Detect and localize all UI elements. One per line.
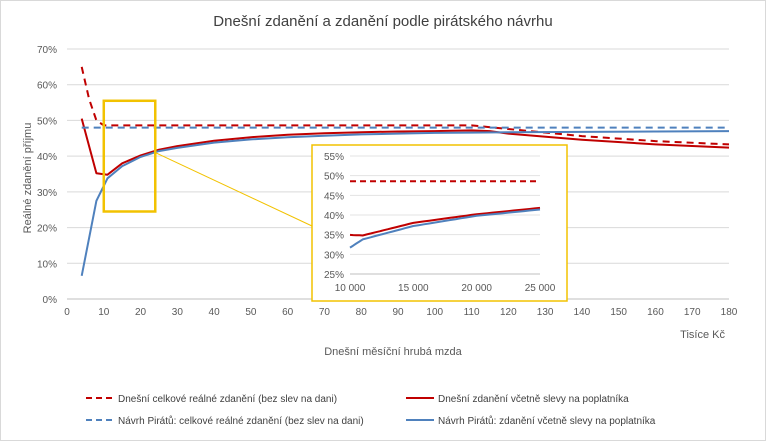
inset-x-tick-label: 25 000 [525, 283, 556, 294]
x-tick-label: 110 [464, 307, 480, 318]
y-tick-label: 60% [37, 81, 57, 92]
x-tick-label: 10 [98, 307, 110, 318]
inset-y-tick-label: 50% [324, 172, 344, 183]
inset-x-tick-label: 10 000 [335, 283, 366, 294]
x-tick-label: 80 [356, 307, 368, 318]
inset-y-tick-label: 30% [324, 250, 344, 261]
x-tick-label: 180 [721, 307, 738, 318]
inset-series-line-2 [349, 206, 541, 237]
grid [67, 48, 729, 264]
x-tick-label: 130 [537, 307, 554, 318]
inset-y-tick-label: 35% [324, 231, 344, 242]
x-tick-label: 30 [172, 307, 184, 318]
inset-y-tick-label: 55% [324, 152, 344, 163]
inset-x-tick-label: 15 000 [398, 283, 429, 294]
legend-label-2: Dnešní zdanění včetně slevy na poplatník… [438, 394, 629, 405]
inset-y-tick-label: 25% [324, 270, 344, 281]
x-tick-label: 40 [209, 307, 221, 318]
y-tick-label: 70% [37, 45, 57, 56]
x-axis-label: Dnešní měsíční hrubá mzda [324, 346, 462, 358]
x-unit-label: Tisíce Kč [680, 329, 725, 341]
x-tick-label: 50 [245, 307, 257, 318]
legend-label-1: Dnešní celkové reálné zdanění (bez slev … [118, 394, 337, 405]
inset-frame [311, 144, 568, 302]
inset-chart: 25% 30% 35% 40% 45% 50% 55% 10 000 15 000 20 000 2… [311, 144, 568, 302]
x-tick-label: 70 [319, 307, 331, 318]
x-tick-label: 90 [392, 307, 404, 318]
x-tick-label: 160 [647, 307, 664, 318]
chart-title: Dnešní zdanění a zdanění podle pirátskéh… [213, 13, 552, 30]
y-tick-label: 30% [37, 188, 57, 199]
y-tick-label: 0% [43, 295, 58, 306]
x-tick-label: 170 [684, 307, 701, 318]
x-tick-label: 0 [64, 307, 70, 318]
y-tick-labels: 0% 10% 20% 30% 40% 50% 60% 70% [37, 45, 57, 306]
x-tick-label: 150 [610, 307, 627, 318]
legend: Dnešní celkové reálné zdanění (bez slev … [86, 394, 656, 427]
zoom-connector [155, 152, 313, 227]
inset-series-line-4 [349, 208, 541, 249]
y-tick-label: 50% [37, 116, 57, 127]
x-tick-label: 140 [574, 307, 591, 318]
legend-label-3: Návrh Pirátů: celkové reálné zdanění (be… [118, 415, 364, 427]
y-axis-label: Reálné zdanění příjmu [22, 123, 34, 234]
y-tick-label: 20% [37, 224, 57, 235]
inset-x-tick-label: 20 000 [461, 283, 492, 294]
x-tick-label: 100 [426, 307, 443, 318]
inset-y-tick-label: 45% [324, 191, 344, 202]
zoom-highlight [102, 99, 313, 227]
zoom-rectangle [102, 99, 157, 213]
legend-label-4: Návrh Pirátů: zdanění včetně slevy na po… [438, 415, 656, 427]
x-tick-label: 60 [282, 307, 294, 318]
y-tick-label: 10% [37, 259, 57, 270]
x-tick-label: 120 [500, 307, 517, 318]
inset-y-tick-label: 40% [324, 211, 344, 222]
y-tick-label: 40% [37, 152, 57, 163]
x-tick-labels: 0 10 20 30 40 50 60 70 80 90 100 110 120 130 140 150 160… [64, 307, 738, 318]
series-line-4 [80, 130, 730, 276]
series-layer [80, 66, 730, 276]
x-tick-label: 20 [135, 307, 147, 318]
